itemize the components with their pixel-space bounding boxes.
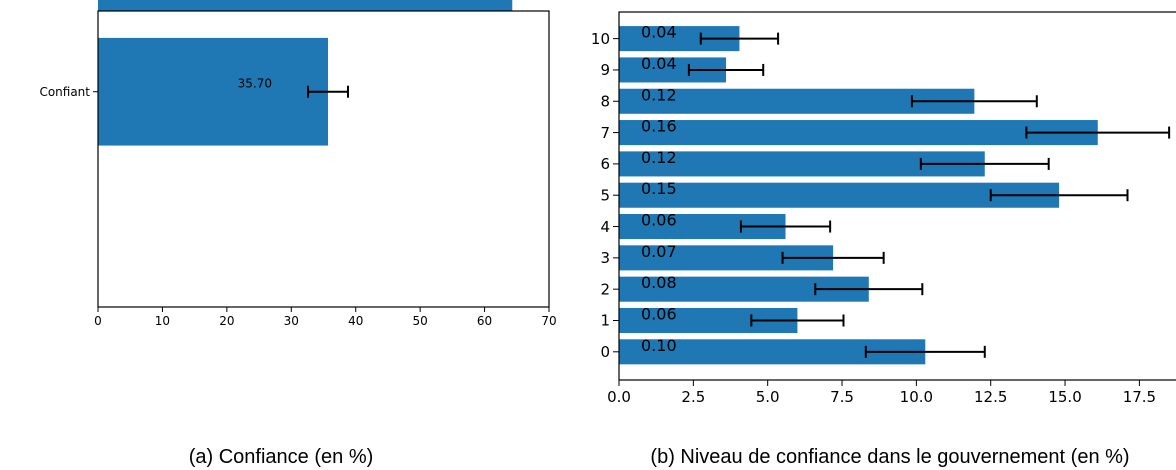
x-tick-label-5.0: 5.0 bbox=[756, 388, 780, 406]
error-bar-1 bbox=[750, 314, 845, 327]
error-bar-9 bbox=[687, 63, 765, 76]
error-bar-5 bbox=[989, 189, 1129, 202]
y-tick-label-2: 2 bbox=[600, 280, 610, 298]
x-tick-label-10: 10 bbox=[155, 314, 170, 328]
error-bar-7 bbox=[1025, 126, 1171, 139]
error-bar-3 bbox=[781, 251, 885, 264]
y-tick-label-1: 1 bbox=[600, 312, 610, 330]
bar-confiant bbox=[98, 37, 329, 146]
data-label-5: 0.15 bbox=[641, 179, 677, 198]
y-tick-label-6: 6 bbox=[600, 155, 610, 173]
x-tick-label-7.5: 7.5 bbox=[830, 388, 854, 406]
bar-7 bbox=[619, 120, 1098, 146]
caption-b: (b) Niveau de confiance dans le gouverne… bbox=[650, 446, 1130, 468]
x-tick-label-17.5: 17.5 bbox=[1123, 388, 1156, 406]
y-tick-label-4: 4 bbox=[600, 218, 610, 236]
plot-frame bbox=[618, 11, 1176, 381]
x-tick-label-0.0: 0.0 bbox=[607, 388, 631, 406]
y-tick-label-confiant: Confiant bbox=[39, 85, 90, 99]
error-bar-4 bbox=[739, 220, 832, 233]
bar-pas-confiant bbox=[98, 0, 513, 11]
error-bar-10 bbox=[699, 32, 780, 45]
x-tick-label-12.5: 12.5 bbox=[974, 388, 1007, 406]
x-tick-label-70: 70 bbox=[541, 314, 556, 328]
x-tick-label-50: 50 bbox=[413, 314, 428, 328]
x-tick-label-40: 40 bbox=[348, 314, 363, 328]
x-tick-label-30: 30 bbox=[284, 314, 299, 328]
error-bar-0 bbox=[864, 345, 986, 358]
x-tick-label-60: 60 bbox=[477, 314, 492, 328]
data-label-6: 0.12 bbox=[641, 148, 677, 167]
error-bar-confiant bbox=[307, 85, 349, 98]
x-tick-label-20: 20 bbox=[219, 314, 234, 328]
data-label-1: 0.06 bbox=[641, 304, 677, 323]
data-label-4: 0.06 bbox=[641, 211, 677, 230]
chart-a: 35.70Confiant64.30Pas confiant0102030405… bbox=[39, 0, 557, 328]
y-tick-label-10: 10 bbox=[591, 30, 610, 48]
x-tick-label-15.0: 15.0 bbox=[1048, 388, 1081, 406]
y-tick-label-9: 9 bbox=[600, 61, 610, 79]
y-tick-label-0: 0 bbox=[600, 343, 610, 361]
y-tick-label-8: 8 bbox=[600, 93, 610, 111]
bar-5 bbox=[619, 182, 1060, 208]
y-tick-label-5: 5 bbox=[600, 186, 610, 204]
data-label-10: 0.04 bbox=[641, 23, 677, 42]
data-label-2: 0.08 bbox=[641, 273, 677, 292]
data-label-9: 0.04 bbox=[641, 54, 677, 73]
x-tick-label-10.0: 10.0 bbox=[900, 388, 933, 406]
error-bar-6 bbox=[919, 157, 1050, 170]
error-bar-8 bbox=[910, 95, 1038, 108]
data-label-0: 0.10 bbox=[641, 336, 677, 355]
chart-b: 0.1000.0610.0820.0730.0640.1550.1260.167… bbox=[591, 11, 1176, 406]
x-tick-label-2.5: 2.5 bbox=[681, 388, 705, 406]
error-bar-2 bbox=[814, 283, 924, 296]
y-tick-label-3: 3 bbox=[600, 249, 610, 267]
data-label-confiant: 35.70 bbox=[238, 77, 272, 91]
data-label-7: 0.16 bbox=[641, 117, 677, 136]
y-tick-label-7: 7 bbox=[600, 124, 610, 142]
x-tick-label-0: 0 bbox=[94, 314, 102, 328]
plot-frame bbox=[97, 10, 550, 308]
data-label-3: 0.07 bbox=[641, 242, 677, 261]
caption-a: (a) Confiance (en %) bbox=[188, 446, 374, 468]
data-label-8: 0.12 bbox=[641, 85, 677, 104]
